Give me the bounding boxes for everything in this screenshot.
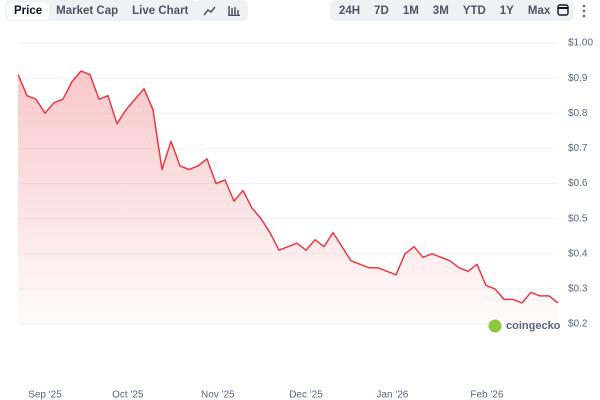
watermark-logo xyxy=(488,319,502,333)
watermark: coingecko xyxy=(506,320,561,332)
range-button[interactable]: 7D xyxy=(374,4,389,17)
calendar-button[interactable] xyxy=(552,0,574,21)
chart-style-group xyxy=(194,0,248,21)
area-fill xyxy=(18,71,558,324)
y-tick-label: $0.8 xyxy=(568,108,588,119)
x-tick-label: Jan '26 xyxy=(376,390,408,400)
x-tick-label: Dec '25 xyxy=(289,390,323,400)
range-button[interactable]: 3M xyxy=(432,4,449,17)
tab[interactable]: Price xyxy=(7,1,50,20)
line-chart-button[interactable] xyxy=(200,3,218,19)
y-tick-label: $0.9 xyxy=(568,73,588,84)
y-tick-label: $0.4 xyxy=(568,248,588,259)
y-tick-label: $0.6 xyxy=(568,178,588,189)
y-tick-label: $1.00 xyxy=(568,38,593,49)
x-tick-label: Nov '25 xyxy=(201,390,235,400)
range-button[interactable]: 1Y xyxy=(499,4,514,17)
x-tick-label: Oct '25 xyxy=(112,390,144,400)
tab[interactable]: Market Cap xyxy=(56,4,119,17)
range-button[interactable]: Max xyxy=(527,4,551,17)
x-tick-label: Feb '26 xyxy=(470,390,503,400)
candle-chart-button[interactable] xyxy=(224,3,242,19)
tab[interactable]: Live Chart xyxy=(132,4,189,17)
price-line xyxy=(17,70,559,304)
x-tick-label: Sep '25 xyxy=(28,390,62,400)
y-tick-label: $0.3 xyxy=(568,284,588,295)
range-group: 24H 7D 1M 3M YTD 1Y Max xyxy=(330,0,560,21)
tab-group: Price Market Cap Live Chart xyxy=(5,0,198,21)
more-button[interactable] xyxy=(578,2,590,20)
y-tick-label: $0.7 xyxy=(568,143,588,154)
range-button[interactable]: 24H xyxy=(339,4,361,17)
range-button[interactable]: YTD xyxy=(462,4,486,17)
range-button[interactable]: 1M xyxy=(402,4,419,17)
y-tick-label: $0.2 xyxy=(568,319,588,330)
y-tick-label: $0.5 xyxy=(568,213,588,224)
